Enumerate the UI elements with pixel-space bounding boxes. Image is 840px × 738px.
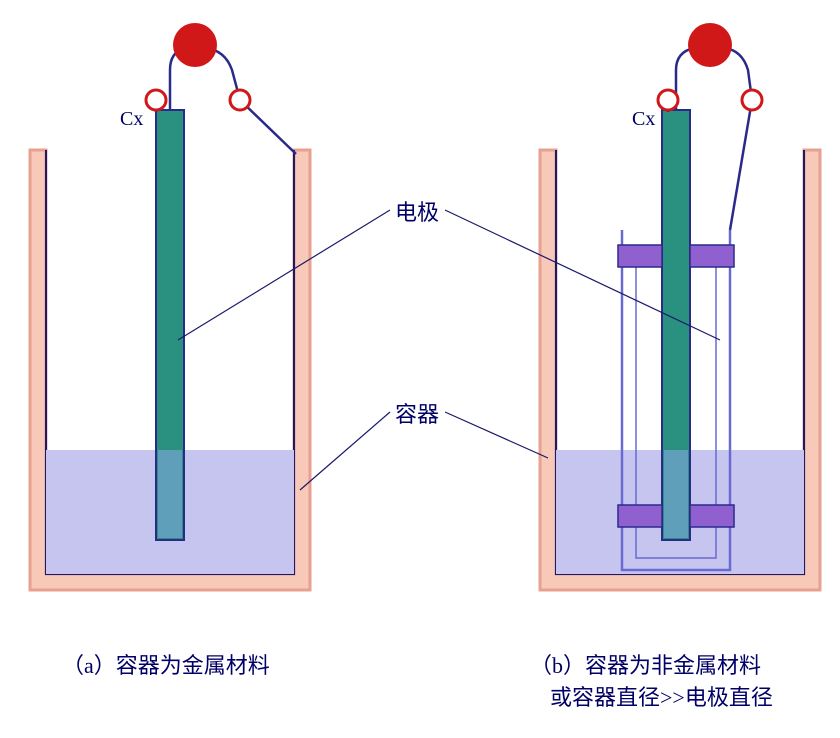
caption-b-line2: 或容器直径>>电极直径: [550, 680, 773, 712]
panel-b: [540, 23, 820, 590]
terminal-b-right: [742, 90, 762, 110]
electrode-b-sub: [664, 450, 688, 538]
label-electrode: 电极: [395, 195, 439, 227]
terminal-b-big: [688, 23, 732, 67]
spacer-top-right: [690, 245, 734, 267]
terminal-b-left: [658, 90, 678, 110]
diagram-canvas: 电极 容器 Cx Cx （a）容器为金属材料 （b）容器为非金属材料 或容器直径…: [0, 0, 840, 738]
leader-container-right: [445, 412, 548, 458]
spacer-top-left: [618, 245, 662, 267]
terminal-a-big: [173, 23, 217, 67]
panel-a: [30, 23, 310, 590]
label-cx-b: Cx: [632, 108, 655, 131]
terminal-a-left: [146, 90, 166, 110]
caption-a: （a）容器为金属材料: [62, 648, 270, 680]
label-container: 容器: [395, 397, 439, 429]
terminal-a-right: [230, 90, 250, 110]
leader-electrode-left: [178, 210, 390, 340]
spacer-bot-right: [690, 505, 734, 527]
caption-b-line1: （b）容器为非金属材料: [530, 648, 761, 680]
leader-container-left: [300, 412, 390, 490]
wire-b-right: [724, 48, 752, 230]
spacer-bot-left: [618, 505, 662, 527]
electrode-a-sub: [158, 450, 182, 538]
label-cx-a: Cx: [120, 108, 143, 131]
